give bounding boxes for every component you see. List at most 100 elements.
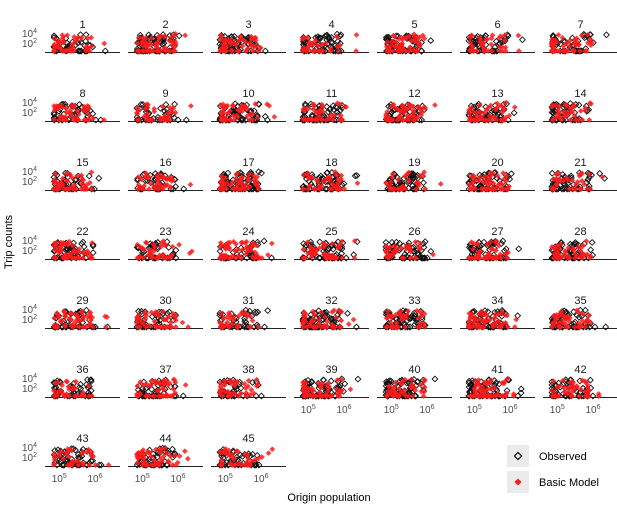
legend-key-observed-bg [507, 445, 529, 467]
model-point [560, 42, 567, 49]
panel-5: 5 [377, 19, 452, 55]
model-point [182, 448, 188, 454]
x-tick-label-42-a: 105 [550, 404, 565, 416]
y-tick-label-22-lo: 102 [22, 245, 37, 257]
model-point [236, 106, 242, 113]
y-tick-label-36-lo: 102 [22, 383, 37, 395]
x-tick-label-44-b: 106 [170, 473, 185, 485]
legend-label-observed: Observed [539, 451, 587, 463]
model-point [70, 117, 77, 123]
model-point [266, 102, 273, 109]
model-point [515, 32, 522, 39]
panel-title-22: 22 [76, 226, 88, 238]
model-point [134, 117, 141, 123]
panel-title-45: 45 [242, 433, 254, 445]
x-tick-label-44-a: 105 [135, 473, 150, 485]
model-point [561, 48, 568, 54]
panel-title-42: 42 [574, 364, 586, 376]
panel-title-28: 28 [574, 226, 586, 238]
panel-title-13: 13 [491, 88, 503, 100]
model-point [182, 32, 189, 39]
model-point [157, 115, 164, 121]
model-point [88, 34, 95, 41]
x-tick-label-40-a: 105 [384, 404, 399, 416]
model-point [134, 105, 141, 112]
panel-title-17: 17 [242, 157, 254, 169]
model-point [584, 32, 591, 38]
panel-16: 16 [128, 157, 203, 193]
model-point [165, 110, 172, 116]
panel-title-8: 8 [79, 88, 85, 100]
model-point [188, 103, 194, 109]
model-point [269, 240, 275, 247]
observed-point [74, 47, 82, 55]
panel-10: 10 [211, 88, 286, 124]
model-point [187, 181, 194, 188]
panel-35: 35 [543, 295, 617, 331]
panel-title-6: 6 [494, 19, 500, 31]
model-point [227, 117, 234, 123]
observed-point [548, 169, 556, 177]
panel-7: 7 [543, 19, 617, 55]
panel-9: 9 [128, 88, 203, 124]
observed-point [258, 169, 265, 177]
y-axis-title: Trip counts [3, 215, 15, 270]
model-point [101, 40, 108, 47]
panel-title-29: 29 [76, 295, 88, 307]
model-point [350, 316, 357, 323]
panel-title-32: 32 [325, 295, 337, 307]
observed-point [174, 116, 182, 124]
model-point [354, 180, 361, 187]
panel-title-18: 18 [325, 157, 337, 169]
model-point [583, 48, 590, 54]
model-point [59, 382, 65, 389]
observed-point [602, 31, 610, 39]
model-point [70, 104, 77, 110]
observed-point [510, 109, 518, 117]
observed-point [255, 168, 263, 176]
observed-point [101, 47, 109, 55]
model-point [577, 108, 584, 114]
model-point [246, 117, 253, 123]
x-tick-label-42-b: 106 [585, 404, 600, 416]
model-point [599, 174, 606, 180]
model-point [163, 117, 169, 123]
panel-title-10: 10 [242, 88, 254, 100]
observed-point [326, 105, 334, 113]
panel-13: 13 [460, 88, 535, 124]
model-point [172, 109, 179, 116]
observed-point [255, 100, 263, 108]
x-tick-label-39-a: 105 [301, 404, 316, 416]
observed-point [264, 307, 272, 315]
panel-title-9: 9 [162, 88, 168, 100]
observed-point [75, 100, 83, 108]
observed-point [493, 47, 501, 55]
panel-32: 32 [294, 295, 369, 331]
model-point [347, 386, 354, 393]
panel-title-20: 20 [491, 157, 503, 169]
model-point [575, 41, 582, 48]
panel-17: 17 [211, 157, 286, 193]
panel-20: 20 [460, 157, 535, 193]
observed-point [97, 116, 105, 124]
observed-point [261, 113, 269, 120]
model-point [254, 115, 261, 121]
model-point [166, 117, 173, 123]
observed-point [299, 41, 307, 49]
observed-point [76, 47, 84, 55]
model-point [170, 105, 177, 111]
model-point [249, 117, 256, 123]
x-tick-label-45-b: 106 [253, 473, 268, 485]
panel-4: 4 [294, 19, 369, 55]
panel-title-40: 40 [408, 364, 420, 376]
observed-point [427, 37, 435, 45]
model-point [67, 107, 74, 114]
model-point [184, 455, 191, 462]
panel-28: 28 [543, 226, 617, 262]
panel-40: 40 105 106 [377, 364, 452, 416]
x-tick-label-40-b: 106 [419, 404, 434, 416]
